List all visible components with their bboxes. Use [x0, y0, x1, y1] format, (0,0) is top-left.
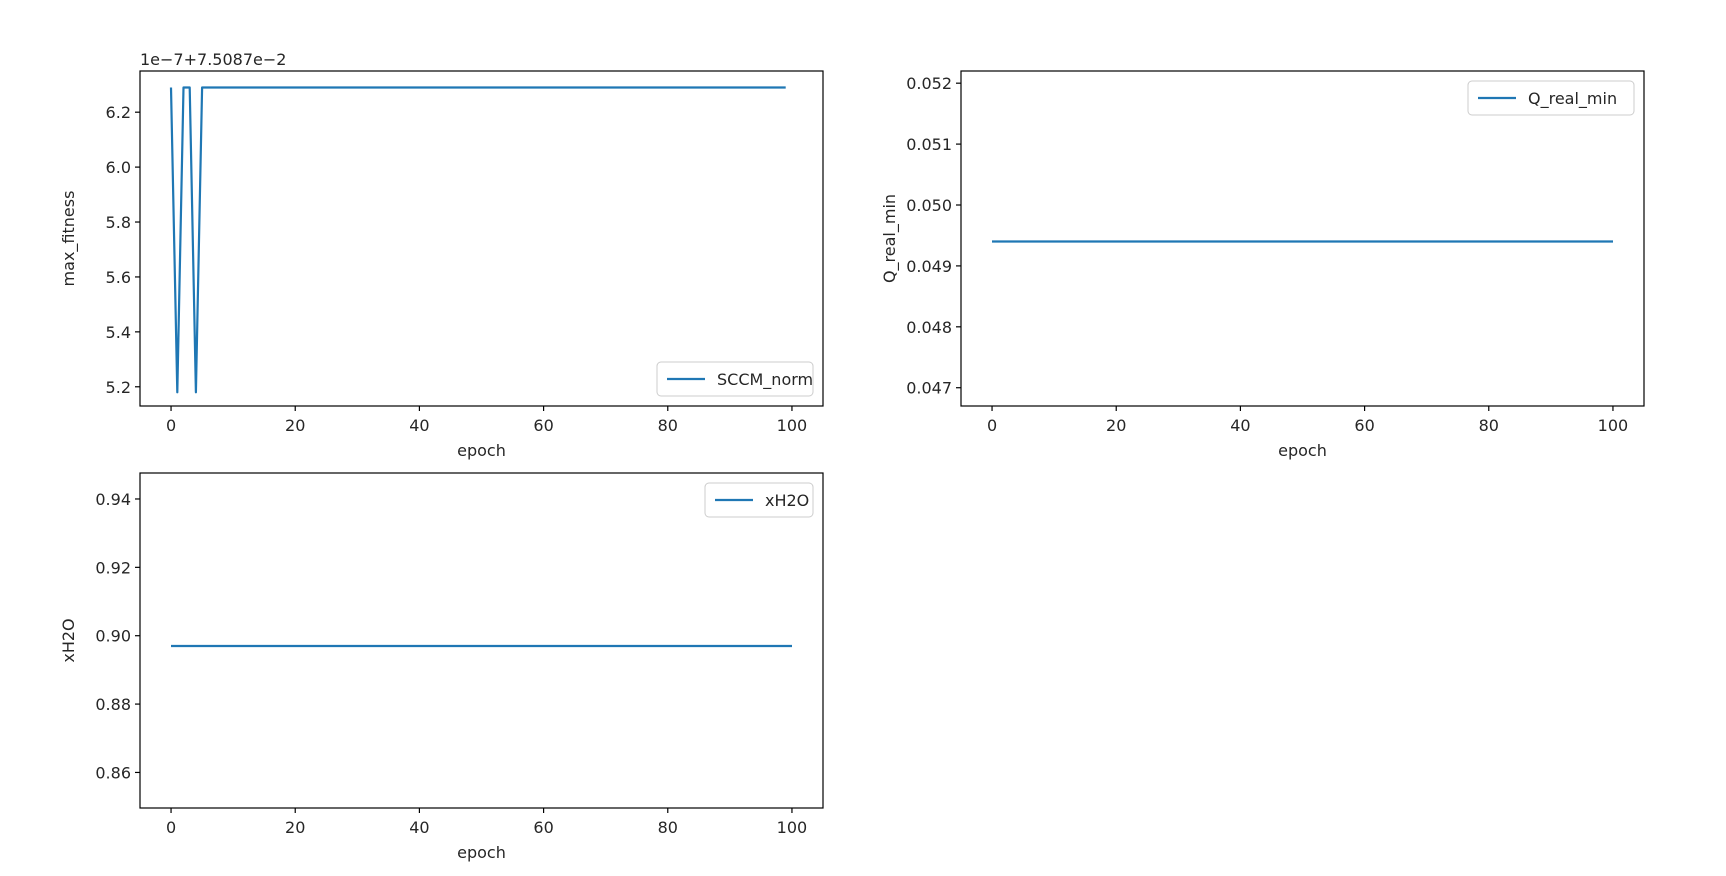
x-tick-label: 100: [777, 416, 808, 435]
x-tick-label: 40: [409, 818, 429, 837]
legend-label: Q_real_min: [1528, 89, 1617, 109]
x-tick-label: 60: [533, 416, 553, 435]
y-offset-text: 1e−7+7.5087e−2: [140, 50, 286, 69]
y-axis-label: max_fitness: [59, 191, 79, 287]
y-tick-label: 0.86: [95, 763, 131, 782]
y-axis-label: xH2O: [59, 618, 78, 662]
x-tick-label: 20: [285, 818, 305, 837]
y-tick-label: 5.4: [106, 323, 131, 342]
x-tick-label: 80: [1479, 416, 1499, 435]
legend-box: [1467, 80, 1635, 116]
x-axis-label: epoch: [457, 441, 506, 460]
axes-frame: [139, 70, 824, 407]
y-tick-label: 0.92: [95, 558, 131, 577]
x-tick-label: 80: [658, 818, 678, 837]
x-tick-label: 60: [1354, 416, 1374, 435]
x-tick-label: 0: [166, 818, 176, 837]
legend: Q_real_min: [1467, 80, 1635, 116]
axes-frame: [960, 70, 1645, 407]
x-tick-label: 100: [777, 818, 808, 837]
y-tick-label: 6.0: [106, 158, 131, 177]
x-tick-label: 80: [658, 416, 678, 435]
y-tick-label: 0.048: [906, 318, 952, 337]
x-tick-label: 100: [1598, 416, 1629, 435]
x-tick-label: 0: [987, 416, 997, 435]
legend-box: [704, 482, 814, 518]
x-tick-label: 0: [166, 416, 176, 435]
subplot-3: 0 20 40 60 80 100 0.86 0.88 0.90 0.92 0.94 epoch xH2…: [59, 472, 824, 862]
y-tick-label: 5.2: [106, 378, 131, 397]
y-axis-label: Q_real_min: [880, 194, 900, 283]
y-tick-label: 0.90: [95, 627, 131, 646]
x-axis-label: epoch: [1278, 441, 1327, 460]
y-tick-label: 0.052: [906, 74, 952, 93]
y-tick-label: 6.2: [106, 103, 131, 122]
x-tick-label: 20: [285, 416, 305, 435]
legend-box: [656, 361, 814, 397]
x-axis-label: epoch: [457, 843, 506, 862]
y-tick-label: 0.050: [906, 196, 952, 215]
subplot-1: 0 20 40 60 80 100 5.2 5.4 5.6 5.8 6.0 6.2 epoch max_f…: [59, 50, 824, 460]
x-tick-label: 40: [409, 416, 429, 435]
axes-frame: [139, 472, 824, 809]
y-tick-label: 0.94: [95, 490, 131, 509]
x-tick-label: 40: [1230, 416, 1250, 435]
y-tick-label: 0.88: [95, 695, 131, 714]
legend: xH2O: [704, 482, 814, 518]
subplot-2: 0 20 40 60 80 100 0.047 0.048 0.049 0.050 0.051 0.0…: [880, 70, 1645, 460]
y-tick-label: 5.8: [106, 213, 131, 232]
y-tick-label: 0.047: [906, 379, 952, 398]
y-tick-label: 5.6: [106, 268, 131, 287]
legend-label: SCCM_norm: [717, 370, 813, 390]
y-tick-label: 0.049: [906, 257, 952, 276]
x-tick-label: 60: [533, 818, 553, 837]
legend-label: xH2O: [765, 491, 809, 510]
series-line-SCCM_norm: [169, 86, 786, 394]
x-tick-label: 20: [1106, 416, 1126, 435]
legend: SCCM_norm: [656, 361, 814, 397]
y-tick-label: 0.051: [906, 135, 952, 154]
